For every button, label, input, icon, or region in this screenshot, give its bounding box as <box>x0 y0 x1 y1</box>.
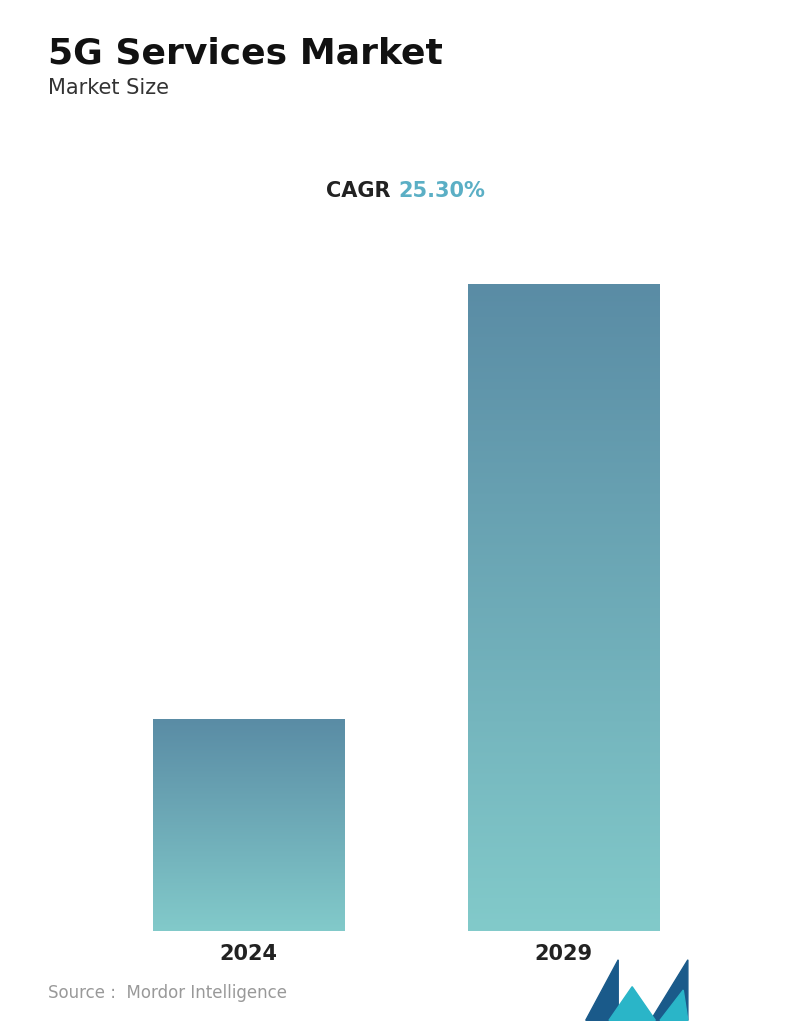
Text: CAGR: CAGR <box>326 181 398 202</box>
Polygon shape <box>609 986 655 1021</box>
Text: Source :  Mordor Intelligence: Source : Mordor Intelligence <box>48 983 287 1002</box>
Polygon shape <box>660 991 688 1021</box>
Text: Market Size: Market Size <box>48 78 169 97</box>
Text: 25.30%: 25.30% <box>398 181 485 202</box>
Text: 5G Services Market: 5G Services Market <box>48 36 443 70</box>
Polygon shape <box>586 960 618 1021</box>
Polygon shape <box>651 960 688 1021</box>
